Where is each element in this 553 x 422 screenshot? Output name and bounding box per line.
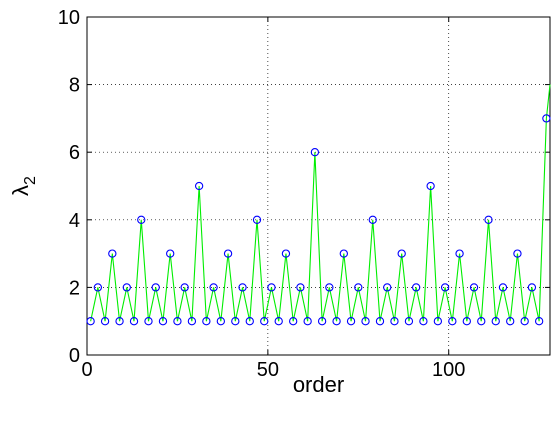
data-point [520, 317, 529, 326]
data-point [325, 283, 334, 292]
data-point [108, 249, 117, 258]
data-point [151, 283, 160, 292]
data-point [339, 249, 348, 258]
data-point [144, 317, 153, 326]
data-point [426, 181, 435, 191]
data-point [115, 317, 124, 326]
data-point [484, 215, 493, 224]
data-point [455, 249, 464, 258]
data-point [252, 215, 262, 224]
data-point [173, 317, 182, 326]
x-tick-label: 0 [81, 359, 92, 381]
data-point [137, 215, 146, 224]
data-point [158, 317, 168, 326]
data-point [542, 114, 551, 123]
data-point [216, 317, 225, 326]
data-point [498, 283, 508, 292]
series-line [90, 84, 551, 322]
data-point [527, 283, 537, 292]
data-point [419, 317, 428, 326]
grid [87, 17, 550, 355]
y-tick-label: 10 [58, 7, 80, 29]
data-point [100, 317, 110, 326]
data-point [289, 317, 298, 326]
y-tick-label: 8 [69, 75, 80, 97]
data-point [397, 249, 406, 258]
x-tick-label: 100 [432, 359, 465, 381]
data-point [303, 317, 312, 326]
data-point [404, 317, 414, 326]
y-axis-label-main: λ [8, 185, 33, 196]
data-point [477, 317, 486, 326]
data-point [491, 317, 500, 326]
data-point [260, 317, 269, 326]
data-point [361, 317, 370, 326]
data-point [245, 317, 254, 326]
data-point [448, 317, 457, 326]
data-point [180, 283, 189, 292]
data-point [209, 283, 218, 292]
x-axis-label: order [293, 372, 344, 397]
data-point [534, 317, 544, 326]
data-point [202, 317, 211, 326]
data-point [238, 283, 247, 292]
data-point [274, 317, 283, 326]
plot-frame [86, 16, 551, 356]
data-point [281, 249, 291, 258]
data-point [383, 283, 392, 292]
data-point [187, 317, 197, 326]
data-point [310, 148, 320, 157]
x-tick-label: 50 [257, 359, 279, 381]
data-point [296, 283, 305, 292]
data-point [506, 317, 515, 326]
data-point [122, 283, 131, 292]
data-point [469, 283, 479, 292]
y-axis-label: λ2 [8, 176, 39, 196]
y-axis-label-subscript: 2 [22, 176, 39, 185]
data-point [440, 283, 450, 292]
data-point [513, 249, 522, 258]
data-point [462, 317, 471, 326]
data-point [332, 317, 341, 326]
data-point [433, 317, 443, 326]
data-point [223, 249, 233, 258]
data-point [368, 215, 377, 224]
data-point [354, 283, 363, 292]
data-point [390, 317, 399, 326]
y-tick-label: 6 [69, 142, 80, 164]
data-point [129, 317, 139, 326]
y-tick-label: 0 [69, 345, 80, 367]
data-point [93, 283, 103, 292]
data-point [267, 283, 276, 292]
data-point [346, 317, 356, 326]
data-point [375, 317, 385, 326]
series-layer [86, 84, 551, 326]
data-point [86, 317, 95, 326]
y-tick-label: 4 [69, 210, 80, 232]
data-point [166, 249, 175, 258]
data-point [231, 317, 240, 326]
y-tick-label: 2 [69, 277, 80, 299]
data-point [194, 181, 204, 191]
data-point [317, 317, 327, 326]
data-point [412, 283, 421, 292]
